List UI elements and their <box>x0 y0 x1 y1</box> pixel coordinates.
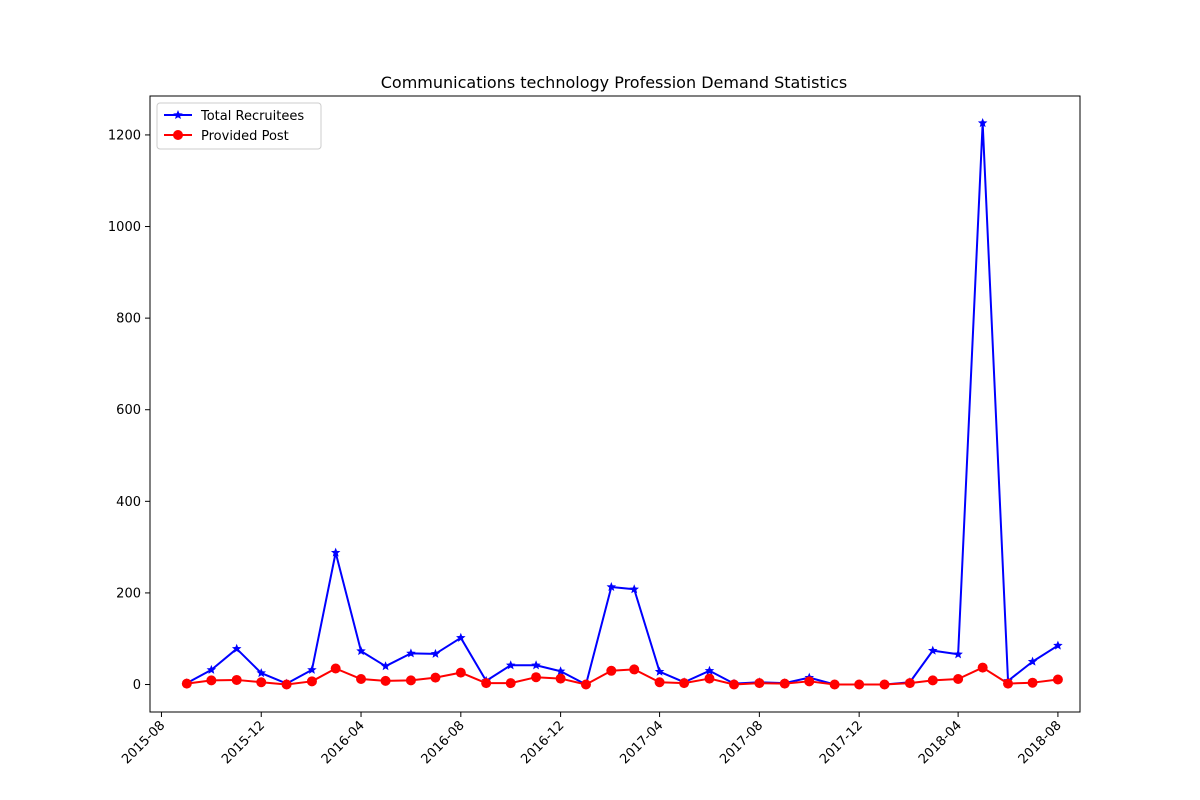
data-point-provided-post <box>953 674 964 685</box>
data-point-provided-post <box>904 678 915 689</box>
data-point-provided-post <box>829 679 840 690</box>
data-point-total-recruitees <box>531 660 541 670</box>
data-point-provided-post <box>306 676 317 687</box>
data-point-provided-post <box>380 675 391 686</box>
data-point-total-recruitees <box>953 649 963 659</box>
data-point-total-recruitees <box>330 547 341 557</box>
legend-label-total-recruitees: Total Recruitees <box>200 109 304 124</box>
data-point-total-recruitees <box>1053 640 1063 650</box>
data-point-provided-post <box>356 674 367 685</box>
y-tick-label: 800 <box>116 312 141 327</box>
data-point-provided-post <box>455 667 466 678</box>
y-tick-label: 600 <box>116 403 141 418</box>
data-point-total-recruitees <box>206 664 217 674</box>
data-point-total-recruitees <box>307 664 317 674</box>
data-point-provided-post <box>430 672 441 683</box>
data-point-total-recruitees <box>606 581 617 592</box>
data-point-provided-post <box>281 679 292 690</box>
legend-circle-icon <box>173 130 183 140</box>
y-tick-label: 1000 <box>108 220 141 235</box>
data-point-provided-post <box>654 677 665 688</box>
data-point-total-recruitees <box>380 661 391 671</box>
data-point-provided-post <box>729 679 740 690</box>
data-point-total-recruitees <box>231 643 242 653</box>
data-point-total-recruitees <box>928 645 938 655</box>
data-point-provided-post <box>629 664 640 675</box>
data-point-total-recruitees <box>654 666 665 676</box>
data-point-total-recruitees <box>704 665 715 675</box>
series-line-total-recruitees <box>186 122 1059 686</box>
axes-frame <box>149 95 1081 713</box>
data-point-total-recruitees <box>977 118 988 128</box>
data-point-provided-post <box>879 679 890 690</box>
data-point-total-recruitees <box>1027 656 1038 666</box>
legend-star-icon <box>173 110 183 120</box>
data-point-provided-post <box>330 663 341 674</box>
legend-box <box>156 102 322 150</box>
data-point-provided-post <box>1003 678 1014 689</box>
y-tick-label: 200 <box>116 586 141 601</box>
data-point-provided-post <box>1052 674 1063 685</box>
data-point-total-recruitees <box>505 660 516 670</box>
legend-label-provided-post: Provided Post <box>201 129 289 144</box>
data-point-total-recruitees <box>456 632 466 642</box>
data-point-provided-post <box>927 675 938 686</box>
y-tick-label: 0 <box>133 678 141 693</box>
data-point-provided-post <box>804 676 815 687</box>
data-point-provided-post <box>231 674 242 685</box>
data-point-provided-post <box>555 673 566 684</box>
data-point-provided-post <box>854 679 865 690</box>
y-tick-label: 1200 <box>108 128 141 143</box>
data-point-provided-post <box>977 662 988 673</box>
data-point-provided-post <box>779 678 790 689</box>
data-point-provided-post <box>580 679 591 690</box>
legend: Total Recruitees Provided Post <box>156 102 322 150</box>
data-point-provided-post <box>181 678 192 689</box>
data-point-provided-post <box>679 678 690 689</box>
data-point-provided-post <box>256 677 267 688</box>
data-point-provided-post <box>704 673 715 684</box>
data-point-provided-post <box>405 675 416 686</box>
data-point-provided-post <box>481 678 492 689</box>
data-point-provided-post <box>505 678 516 689</box>
data-point-total-recruitees <box>430 648 441 658</box>
data-point-provided-post <box>754 678 765 689</box>
data-point-total-recruitees <box>629 584 639 594</box>
data-point-provided-post <box>531 672 542 683</box>
y-tick-label: 400 <box>116 495 141 510</box>
data-point-provided-post <box>1027 677 1038 688</box>
data-point-total-recruitees <box>256 668 266 678</box>
data-point-provided-post <box>606 665 617 676</box>
data-point-provided-post <box>206 675 217 686</box>
data-point-total-recruitees <box>356 646 366 656</box>
data-point-total-recruitees <box>555 666 566 676</box>
data-point-total-recruitees <box>406 648 416 658</box>
chart-title: Communications technology Profession Dem… <box>381 73 848 92</box>
